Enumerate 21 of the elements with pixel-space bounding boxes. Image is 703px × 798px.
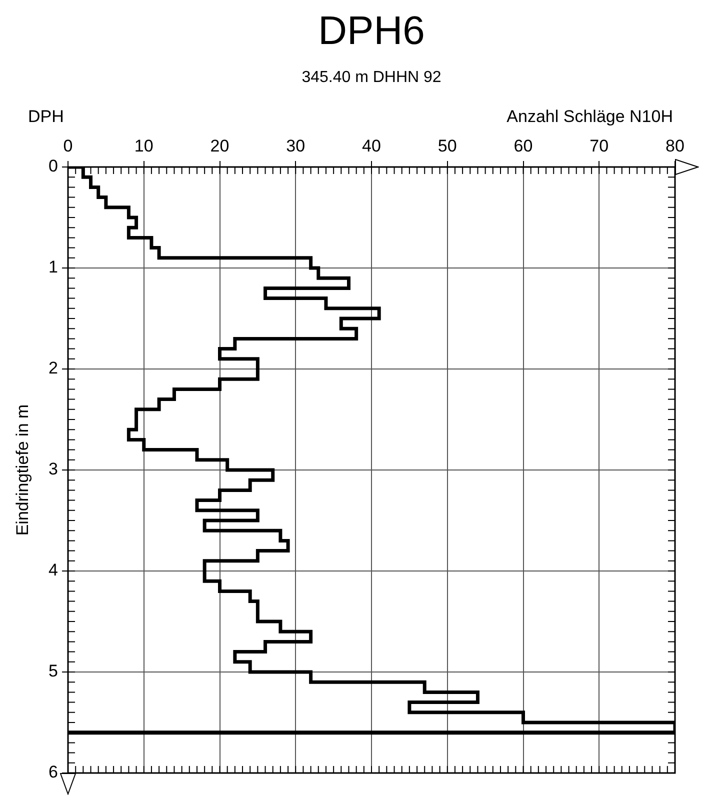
chart-subtitle: 345.40 m DHHN 92 [302, 69, 442, 86]
x-tick-label: 10 [134, 136, 154, 156]
x-tick-label: 70 [590, 136, 609, 156]
x-axis-title: Anzahl Schläge N10H [506, 107, 673, 126]
y-tick-label: 0 [48, 156, 58, 176]
text: DPH [28, 107, 64, 126]
chart-title: DPH6 [318, 9, 425, 53]
x-tick-label: 50 [438, 136, 457, 156]
x-tick-label: 40 [362, 136, 381, 156]
y-tick-label: 6 [48, 762, 58, 782]
y-tick-label: 4 [48, 560, 58, 580]
x-tick-label: 80 [666, 136, 684, 156]
y-axis-title: Eindringtiefe in m [13, 404, 32, 536]
x-tick-label: 20 [210, 136, 230, 156]
y-tick-label: 1 [48, 258, 58, 277]
x-tick-label: 0 [63, 136, 73, 156]
y-tick-label: 2 [48, 358, 58, 378]
x-tick-label: 60 [514, 136, 533, 156]
y-tick-label: 5 [48, 662, 58, 681]
y-tick-label: 3 [48, 460, 58, 479]
x-tick-label: 30 [286, 136, 306, 156]
